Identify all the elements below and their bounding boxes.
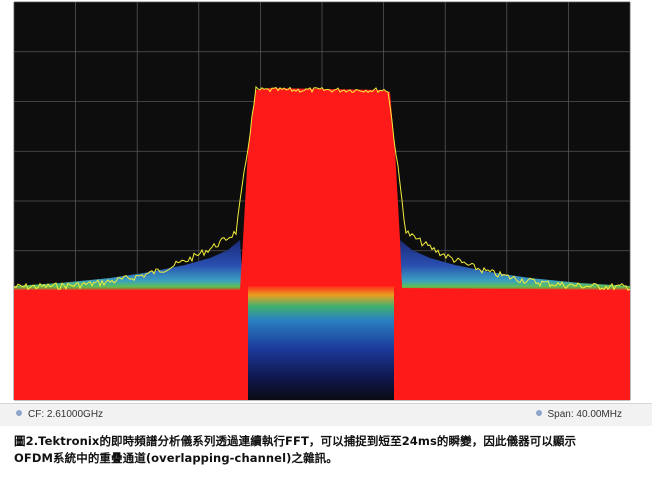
spectrum-display bbox=[13, 1, 631, 401]
caption-line-2: OFDM系統中的重疊通道(overlapping-channel)之雜訊。 bbox=[14, 451, 338, 465]
spectrum-plot bbox=[13, 1, 631, 401]
signal-density-region bbox=[14, 88, 630, 400]
bullet-icon bbox=[535, 410, 542, 417]
left-skirt-density bbox=[14, 240, 243, 291]
right-skirt-density bbox=[400, 240, 630, 291]
channel-gap-density bbox=[248, 286, 394, 400]
span-label: Span: 40.00MHz bbox=[547, 409, 623, 420]
figure-caption: 圖2.Tektronix的即時頻譜分析儀系列透過連續執行FFT，可以捕捉到短至2… bbox=[14, 433, 640, 467]
caption-line-1: 圖2.Tektronix的即時頻譜分析儀系列透過連續執行FFT，可以捕捉到短至2… bbox=[14, 434, 577, 448]
cf-label: CF: 2.61000GHz bbox=[28, 409, 104, 420]
bullet-icon bbox=[16, 410, 22, 417]
center-frequency-readout: CF: 2.61000GHz bbox=[16, 409, 103, 420]
span-readout: Span: 40.00MHz bbox=[535, 409, 623, 420]
max-hold-trace bbox=[13, 85, 631, 291]
status-bar: CF: 2.61000GHz Span: 40.00MHz bbox=[0, 403, 652, 426]
